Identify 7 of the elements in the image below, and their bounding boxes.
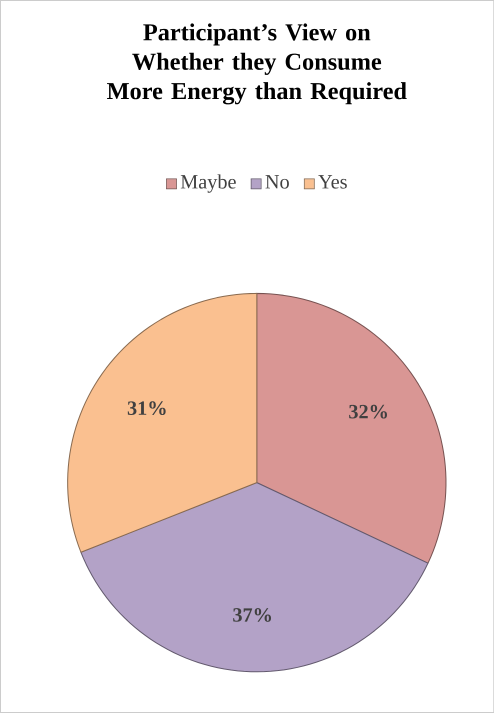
legend-label: Maybe: [180, 174, 236, 193]
data-label: 32%: [348, 404, 387, 419]
legend-label: No: [265, 175, 289, 189]
legend-label: Yes: [318, 175, 347, 189]
data-label: 31%: [128, 401, 166, 416]
data-label: 37%: [233, 608, 271, 622]
chart-title: Participant’s View on Whether they Consume More Energy than Required: [106, 23, 407, 104]
